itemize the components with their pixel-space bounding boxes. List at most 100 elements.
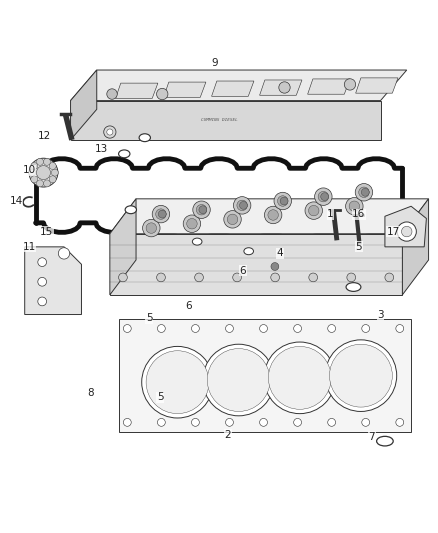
Text: 9: 9 — [211, 59, 218, 68]
Circle shape — [29, 158, 58, 187]
Circle shape — [193, 201, 210, 219]
Circle shape — [264, 342, 336, 414]
Circle shape — [309, 273, 318, 282]
Polygon shape — [116, 83, 158, 99]
Polygon shape — [110, 234, 403, 295]
Circle shape — [49, 176, 56, 183]
Circle shape — [362, 325, 370, 333]
Circle shape — [344, 79, 356, 90]
Polygon shape — [71, 70, 407, 101]
Circle shape — [271, 273, 279, 282]
Circle shape — [157, 325, 165, 333]
Text: 7: 7 — [368, 432, 375, 442]
Circle shape — [207, 349, 270, 411]
Circle shape — [146, 223, 156, 233]
Text: 4: 4 — [277, 248, 283, 259]
Polygon shape — [212, 81, 254, 96]
Circle shape — [157, 418, 165, 426]
Polygon shape — [356, 78, 398, 93]
Circle shape — [31, 163, 38, 169]
Polygon shape — [260, 80, 302, 95]
Polygon shape — [119, 319, 411, 432]
Circle shape — [385, 273, 394, 282]
Ellipse shape — [244, 248, 254, 255]
Circle shape — [183, 215, 201, 232]
Circle shape — [227, 214, 238, 224]
Text: 17: 17 — [387, 227, 400, 237]
Circle shape — [203, 344, 275, 416]
Circle shape — [49, 163, 56, 169]
Circle shape — [155, 209, 166, 220]
Text: 5: 5 — [355, 242, 362, 252]
Circle shape — [305, 202, 322, 220]
Text: 6: 6 — [185, 301, 192, 311]
Circle shape — [199, 206, 207, 214]
Circle shape — [196, 205, 207, 215]
Polygon shape — [110, 199, 428, 234]
Circle shape — [124, 325, 131, 333]
Circle shape — [314, 188, 332, 205]
Polygon shape — [25, 247, 81, 314]
Polygon shape — [110, 199, 136, 295]
Polygon shape — [163, 82, 206, 98]
Circle shape — [328, 325, 336, 333]
Circle shape — [38, 297, 46, 306]
Circle shape — [240, 201, 247, 209]
Circle shape — [36, 158, 43, 165]
Circle shape — [187, 219, 197, 229]
Circle shape — [107, 129, 113, 135]
Circle shape — [260, 418, 268, 426]
Circle shape — [268, 346, 331, 409]
Circle shape — [226, 325, 233, 333]
Circle shape — [233, 273, 241, 282]
Ellipse shape — [119, 150, 130, 158]
Text: 16: 16 — [352, 209, 365, 219]
Circle shape — [142, 346, 213, 418]
Text: 6: 6 — [240, 266, 246, 276]
Circle shape — [36, 180, 43, 187]
Circle shape — [347, 273, 356, 282]
Circle shape — [58, 248, 70, 259]
Text: 11: 11 — [22, 242, 36, 252]
Circle shape — [279, 82, 290, 93]
Text: 12: 12 — [38, 131, 51, 141]
Polygon shape — [403, 199, 428, 295]
Circle shape — [274, 192, 291, 210]
Ellipse shape — [139, 134, 150, 142]
Text: 15: 15 — [40, 227, 53, 237]
Circle shape — [191, 325, 199, 333]
Circle shape — [51, 169, 58, 176]
Circle shape — [278, 196, 288, 206]
Polygon shape — [385, 206, 426, 247]
Text: 1: 1 — [327, 209, 334, 219]
Circle shape — [396, 325, 404, 333]
Polygon shape — [71, 70, 97, 140]
Text: 2: 2 — [224, 430, 231, 440]
Polygon shape — [71, 101, 381, 140]
Circle shape — [146, 351, 209, 414]
Text: 5: 5 — [157, 392, 163, 402]
Circle shape — [402, 227, 412, 237]
Circle shape — [318, 191, 328, 202]
Circle shape — [237, 200, 247, 211]
Circle shape — [359, 187, 369, 198]
Text: 10: 10 — [22, 165, 35, 175]
Text: 3: 3 — [377, 310, 384, 319]
Text: 14: 14 — [9, 196, 23, 206]
Circle shape — [268, 210, 279, 220]
Circle shape — [43, 180, 50, 187]
Circle shape — [349, 201, 360, 212]
Circle shape — [226, 418, 233, 426]
Circle shape — [36, 166, 50, 180]
Circle shape — [38, 277, 46, 286]
Circle shape — [152, 205, 170, 223]
Circle shape — [143, 220, 160, 237]
Circle shape — [233, 197, 251, 214]
Circle shape — [355, 183, 373, 201]
Circle shape — [280, 197, 288, 205]
Circle shape — [158, 210, 166, 218]
Text: CUMMINS DIESEL: CUMMINS DIESEL — [201, 118, 237, 122]
Circle shape — [293, 418, 301, 426]
Circle shape — [293, 325, 301, 333]
Circle shape — [156, 88, 168, 100]
